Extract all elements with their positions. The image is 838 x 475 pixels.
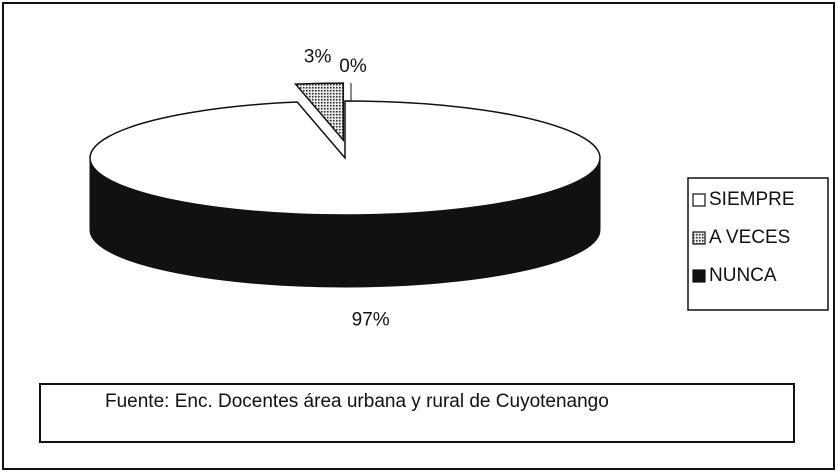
legend-label: NUNCA: [709, 265, 777, 286]
legend-label: SIEMPRE: [709, 189, 795, 210]
data-label: 3%: [304, 46, 332, 67]
data-label: 97%: [352, 310, 390, 331]
pie-slice: [293, 82, 345, 143]
legend: [687, 177, 829, 311]
legend-swatch: [692, 269, 706, 283]
data-label: 0%: [339, 56, 367, 77]
pie-slice: [89, 100, 601, 216]
legend-swatch: [692, 193, 706, 207]
legend-swatch: [692, 231, 706, 245]
source-box: [39, 383, 795, 443]
legend-label: A VECES: [709, 227, 790, 248]
source-note: Fuente: Enc. Docentes área urbana y rura…: [105, 391, 609, 412]
